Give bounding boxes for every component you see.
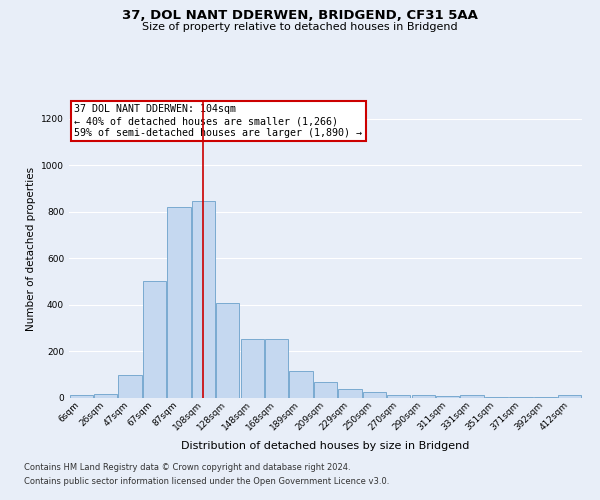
Text: 37, DOL NANT DDERWEN, BRIDGEND, CF31 5AA: 37, DOL NANT DDERWEN, BRIDGEND, CF31 5AA — [122, 9, 478, 22]
Text: Contains public sector information licensed under the Open Government Licence v3: Contains public sector information licen… — [24, 477, 389, 486]
Bar — [412, 394, 435, 398]
Text: Contains HM Land Registry data © Crown copyright and database right 2024.: Contains HM Land Registry data © Crown c… — [24, 464, 350, 472]
Bar — [192, 201, 215, 398]
Bar — [314, 382, 337, 398]
Bar — [460, 394, 484, 398]
Bar — [387, 394, 410, 398]
Bar — [70, 395, 93, 398]
Bar — [363, 392, 386, 398]
Bar — [167, 207, 191, 398]
Bar — [436, 396, 459, 398]
Bar — [94, 394, 117, 398]
Text: 37 DOL NANT DDERWEN: 104sqm
← 40% of detached houses are smaller (1,266)
59% of : 37 DOL NANT DDERWEN: 104sqm ← 40% of det… — [74, 104, 362, 138]
Bar — [289, 371, 313, 398]
Text: Size of property relative to detached houses in Bridgend: Size of property relative to detached ho… — [142, 22, 458, 32]
Bar — [241, 340, 264, 398]
Y-axis label: Number of detached properties: Number of detached properties — [26, 166, 35, 331]
Bar — [558, 395, 581, 398]
Bar — [143, 282, 166, 398]
Bar — [338, 390, 362, 398]
Bar — [265, 340, 288, 398]
X-axis label: Distribution of detached houses by size in Bridgend: Distribution of detached houses by size … — [181, 440, 470, 450]
Bar — [118, 376, 142, 398]
Bar — [216, 304, 239, 398]
